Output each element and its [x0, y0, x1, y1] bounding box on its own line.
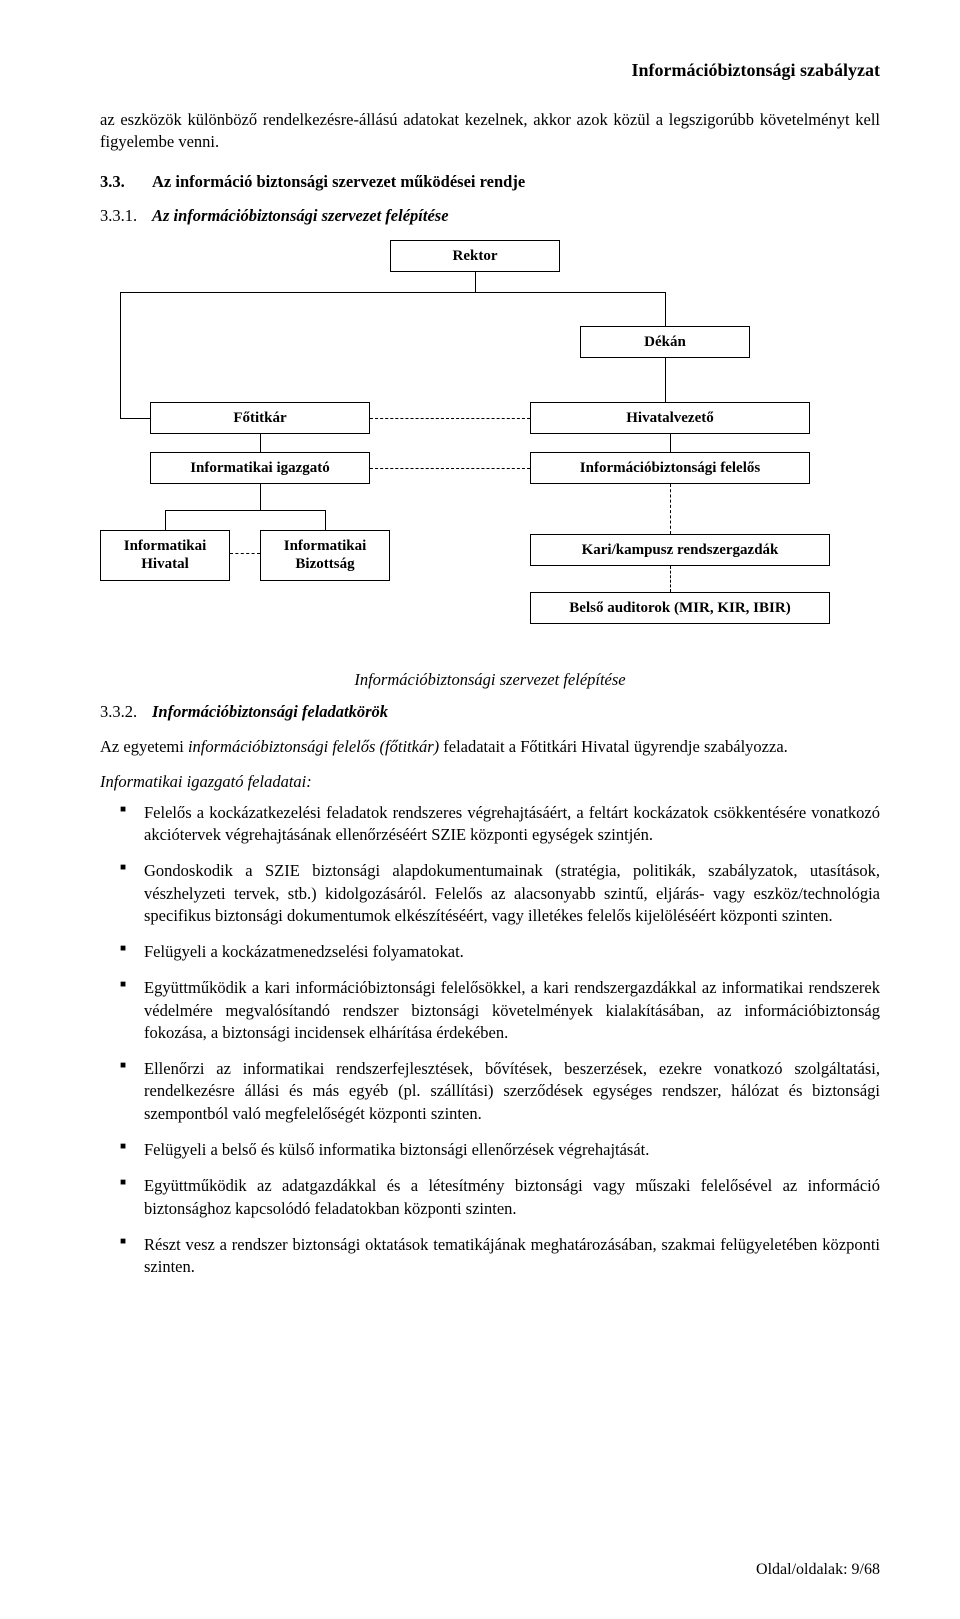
heading-3-3-title: Az információ biztonsági szervezet működ… — [152, 172, 525, 192]
connector — [670, 434, 671, 452]
connector — [120, 418, 150, 419]
informatikai-igazgato-label: Informatikai igazgató feladatai: — [100, 772, 880, 792]
connector — [260, 484, 261, 510]
connector — [165, 510, 166, 530]
heading-3-3-1-num: 3.3.1. — [100, 206, 152, 226]
egyetemi-felelos-sentence: Az egyetemi információbiztonsági felelős… — [100, 736, 880, 758]
connector-dashed — [670, 566, 671, 592]
connector — [165, 510, 325, 511]
connector — [260, 434, 261, 452]
node-informatikai-bizottsag: Informatikai Bizottság — [260, 530, 390, 582]
node-rektor: Rektor — [390, 240, 560, 273]
connector — [665, 292, 666, 326]
list-item: Felügyeli a belső és külső informatika b… — [100, 1139, 880, 1161]
list-item: Együttműködik a kari információbiztonság… — [100, 977, 880, 1044]
intro-paragraph: az eszközök különböző rendelkezésre-állá… — [100, 109, 880, 154]
heading-3-3-1-title: Az információbiztonsági szervezet felépí… — [152, 206, 449, 226]
node-ib-felelos: Információbiztonsági felelős — [530, 452, 810, 485]
node-dekan: Dékán — [580, 326, 750, 359]
document-header: Információbiztonsági szabályzat — [100, 60, 880, 81]
task-list: Felelős a kockázatkezelési feladatok ren… — [100, 802, 880, 1279]
list-item: Együttműködik az adatgazdákkal és a léte… — [100, 1175, 880, 1220]
connector — [665, 358, 666, 402]
list-item: Ellenőrzi az informatikai rendszerfejles… — [100, 1058, 880, 1125]
node-informatikai-hivatal: Informatikai Hivatal — [100, 530, 230, 582]
page-footer: Oldal/oldalak: 9/68 — [756, 1561, 880, 1579]
connector-dashed — [370, 418, 530, 419]
heading-3-3-num: 3.3. — [100, 172, 152, 192]
page: Információbiztonsági szabályzat az eszkö… — [0, 0, 960, 1619]
heading-3-3-1: 3.3.1. Az információbiztonsági szervezet… — [100, 206, 880, 226]
heading-3-3: 3.3. Az információ biztonsági szervezet … — [100, 172, 880, 192]
list-item: Részt vesz a rendszer biztonsági oktatás… — [100, 1234, 880, 1279]
connector — [120, 292, 665, 293]
node-fotitkar: Főtitkár — [150, 402, 370, 435]
connector — [475, 272, 476, 292]
list-item: Felelős a kockázatkezelési feladatok ren… — [100, 802, 880, 847]
node-informatikai-igazgato: Informatikai igazgató — [150, 452, 370, 485]
node-hivatalvezeto: Hivatalvezető — [530, 402, 810, 435]
list-item: Felügyeli a kockázatmenedzselési folyama… — [100, 941, 880, 963]
list-item: Gondoskodik a SZIE biztonsági alapdokume… — [100, 860, 880, 927]
connector — [325, 510, 326, 530]
node-kari-rendszergazdak: Kari/kampusz rendszergazdák — [530, 534, 830, 567]
informatikai-igazgato-label-text: Informatikai igazgató feladatai: — [100, 772, 312, 791]
connector-dashed — [370, 468, 530, 469]
connector — [120, 292, 121, 418]
org-chart: Rektor Dékán Főtitkár Informatikai igazg… — [100, 240, 880, 660]
chart-caption: Információbiztonsági szervezet felépítés… — [100, 670, 880, 690]
heading-3-3-2-title: Információbiztonsági feladatkörök — [152, 702, 388, 722]
heading-3-3-2: 3.3.2. Információbiztonsági feladatkörök — [100, 702, 880, 722]
heading-3-3-2-num: 3.3.2. — [100, 702, 152, 722]
node-belso-auditorok: Belső auditorok (MIR, KIR, IBIR) — [530, 592, 830, 625]
connector-dashed — [670, 484, 671, 534]
connector-dashed — [230, 553, 260, 554]
